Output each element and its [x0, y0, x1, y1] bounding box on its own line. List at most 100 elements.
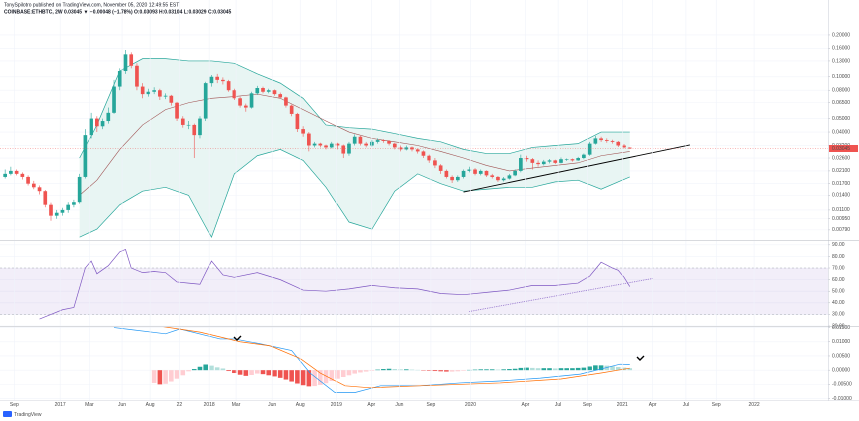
- candle-body: [318, 143, 323, 146]
- candle-body: [106, 112, 111, 122]
- x-tick-label: Jul: [555, 402, 561, 408]
- candle-body: [421, 151, 426, 156]
- y-tick-label: 0.00500: [832, 353, 850, 359]
- histogram-bar: [501, 369, 506, 371]
- x-tick-label: 2018: [204, 402, 215, 408]
- macd-line: [163, 327, 630, 389]
- histogram-bar: [346, 370, 352, 376]
- y-tick-label: 90.00: [832, 242, 845, 248]
- y-tick-label: 0.01400: [832, 193, 850, 199]
- candle-body: [559, 159, 563, 163]
- y-tick-label: 0.02600: [832, 155, 850, 161]
- y-tick-label: 0.01100: [832, 207, 850, 213]
- histogram-bar: [438, 370, 443, 372]
- candle-body: [404, 147, 409, 150]
- candle-body: [352, 136, 357, 144]
- x-tick-label: Aug: [296, 402, 305, 408]
- candle-body: [587, 143, 592, 155]
- band-upper: [79, 58, 630, 159]
- brand-logo[interactable]: [3, 411, 12, 417]
- histogram-bar: [530, 367, 535, 371]
- candle-body: [60, 209, 65, 213]
- candle-body: [163, 95, 168, 97]
- candle-body: [249, 93, 254, 108]
- histogram-bar: [461, 370, 466, 371]
- x-tick-label: Jun: [118, 402, 126, 408]
- histogram-bar: [323, 370, 329, 384]
- candle-body: [37, 187, 42, 192]
- candle-body: [616, 141, 621, 146]
- x-tick-label: Jun: [395, 402, 403, 408]
- macd-line: [113, 327, 630, 393]
- candle-body: [192, 124, 197, 136]
- histogram-bar: [174, 370, 180, 379]
- candle-body: [541, 161, 546, 165]
- candle-body: [364, 143, 368, 146]
- candle-body: [152, 90, 156, 92]
- candle-body: [415, 149, 420, 152]
- y-tick-label: 0.20000: [832, 32, 850, 38]
- candle-body: [564, 159, 569, 160]
- x-tick-label: Jun: [268, 402, 276, 408]
- histogram-bar: [581, 367, 587, 371]
- histogram-bar: [524, 367, 529, 371]
- histogram-bar: [426, 370, 432, 371]
- candle-body: [427, 155, 432, 161]
- candle-body: [496, 176, 500, 181]
- candle-body: [95, 118, 99, 127]
- x-tick-label: 2022: [749, 402, 760, 408]
- pane-plot: [0, 244, 828, 326]
- x-tick-label: Aug: [146, 402, 155, 408]
- candle-body: [158, 90, 162, 97]
- histogram-bar: [575, 367, 581, 371]
- y-tick-label: -0.01000: [832, 396, 852, 402]
- candle-body: [89, 118, 93, 136]
- x-tick-label: Sep: [426, 402, 435, 408]
- candle-body: [129, 54, 134, 66]
- brand-name[interactable]: TradingView: [14, 412, 42, 418]
- histogram-bar: [289, 370, 294, 382]
- candle-body: [438, 165, 443, 171]
- candle-body: [117, 71, 122, 87]
- histogram-bar: [403, 369, 409, 371]
- y-tick-label: 80.00: [832, 254, 845, 260]
- x-tick-label: 22: [177, 402, 183, 408]
- candle-body: [599, 138, 603, 141]
- y-tick-label: 0.00000: [832, 368, 850, 374]
- candle-body: [387, 140, 391, 144]
- y-tick-label: 50.00: [832, 289, 845, 295]
- candle-body: [3, 173, 7, 177]
- x-tick-label: Mar: [85, 402, 94, 408]
- candle-body: [582, 154, 586, 159]
- x-tick-label: 2017: [55, 402, 66, 408]
- histogram-bar: [478, 369, 484, 371]
- candle-body: [232, 90, 237, 99]
- candle-body: [501, 178, 506, 181]
- histogram-bar: [295, 370, 300, 384]
- y-tick-label: 0.00950: [832, 216, 850, 222]
- histogram-bar: [318, 370, 323, 385]
- y-tick-label: 30.00: [832, 312, 845, 318]
- y-tick-label: 0.13000: [832, 58, 850, 64]
- histogram-bar: [358, 370, 363, 373]
- pane-plot: [0, 34, 828, 239]
- candle-body: [284, 97, 288, 106]
- candle-body: [14, 170, 19, 174]
- candle-body: [215, 76, 220, 80]
- candle-body: [312, 143, 317, 146]
- trendline: [463, 144, 690, 193]
- candle-body: [26, 176, 30, 184]
- candle-body: [238, 98, 242, 106]
- y-tick-label: 0.01700: [832, 181, 850, 187]
- candle-body: [627, 147, 632, 149]
- y-tick-label: 0.10000: [832, 74, 850, 80]
- candle-body: [335, 143, 340, 146]
- histogram-bar: [598, 365, 604, 371]
- candle-body: [49, 204, 53, 216]
- x-tick-label: Sep: [10, 402, 19, 408]
- histogram-bar: [484, 369, 489, 371]
- author-line: TonySpilotro published on TradingView.co…: [4, 2, 179, 8]
- histogram-bar: [512, 368, 518, 371]
- candle-body: [140, 86, 145, 95]
- histogram-bar: [547, 368, 552, 371]
